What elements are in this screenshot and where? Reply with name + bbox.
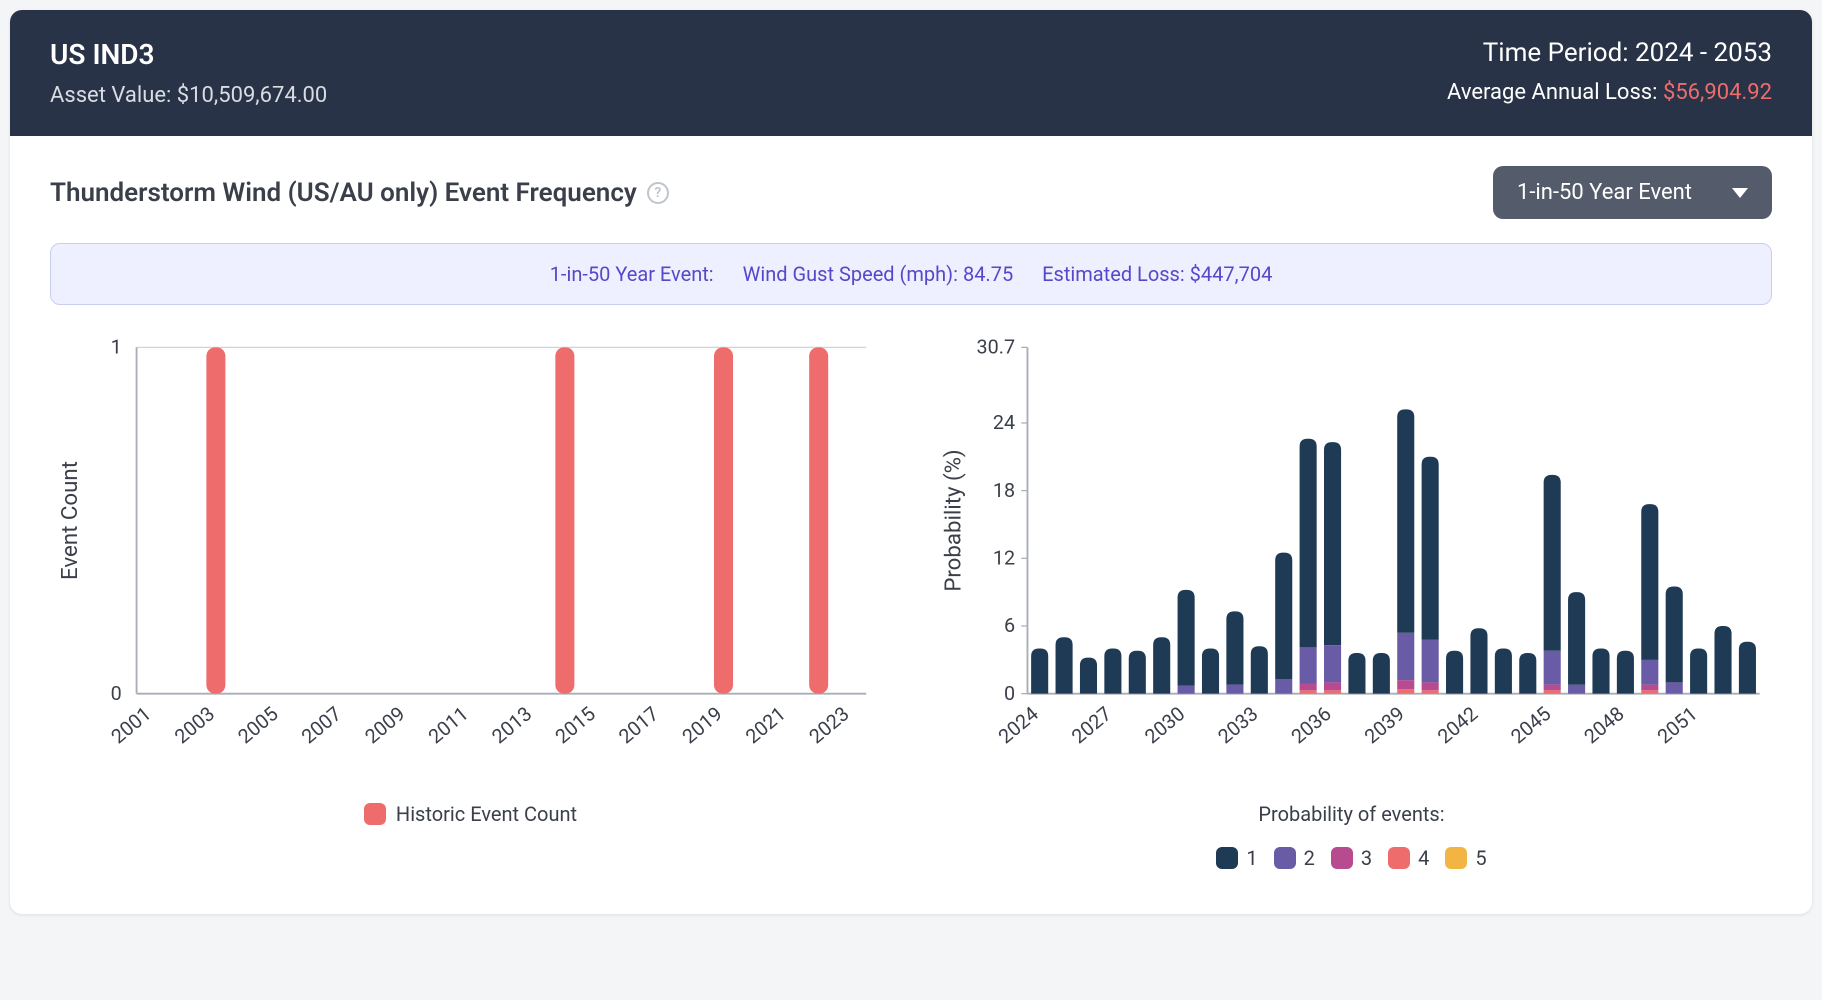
svg-text:2033: 2033 xyxy=(1214,702,1263,748)
legend-swatch xyxy=(1331,847,1353,869)
svg-text:2045: 2045 xyxy=(1507,702,1556,748)
probability-legend-title: Probability of events: xyxy=(931,802,1772,826)
asset-value: Asset Value: $10,509,674.00 xyxy=(50,83,327,108)
info-wind-label: Wind Gust Speed (mph): 84.75 xyxy=(743,262,1014,286)
svg-text:Event Count: Event Count xyxy=(57,461,83,580)
info-event-label: 1-in-50 Year Event: xyxy=(550,262,714,286)
probability-chart: 0 6 12 18 24 30.7 2024 2027 2030 2033 2036 2039 2042… xyxy=(931,335,1772,780)
svg-text:30.7: 30.7 xyxy=(977,336,1016,359)
svg-text:6: 6 xyxy=(1004,614,1015,637)
svg-text:Probability (%): Probability (%) xyxy=(941,449,967,591)
svg-text:1: 1 xyxy=(111,336,122,359)
historic-legend-label: Historic Event Count xyxy=(396,802,577,826)
svg-text:2007: 2007 xyxy=(297,702,346,748)
probability-legend-item[interactable]: 3 xyxy=(1331,846,1372,870)
probability-legend-item[interactable]: 1 xyxy=(1216,846,1257,870)
svg-text:2036: 2036 xyxy=(1287,702,1336,748)
info-loss-label: Estimated Loss: $447,704 xyxy=(1042,262,1272,286)
probability-legend-item[interactable]: 4 xyxy=(1388,846,1429,870)
info-banner: 1-in-50 Year Event: Wind Gust Speed (mph… xyxy=(50,243,1772,305)
svg-text:0: 0 xyxy=(1004,682,1015,705)
svg-text:2017: 2017 xyxy=(614,702,663,748)
svg-text:2013: 2013 xyxy=(488,702,537,748)
dropdown-selected: 1-in-50 Year Event xyxy=(1517,180,1692,205)
probability-legend-item[interactable]: 5 xyxy=(1445,846,1486,870)
legend-label: 2 xyxy=(1304,846,1315,870)
svg-text:18: 18 xyxy=(993,479,1015,502)
legend-swatch xyxy=(1216,847,1238,869)
svg-text:2005: 2005 xyxy=(234,702,283,748)
legend-swatch xyxy=(1445,847,1467,869)
chart-title: Thunderstorm Wind (US/AU only) Event Fre… xyxy=(50,178,637,208)
legend-label: 1 xyxy=(1246,846,1257,870)
chevron-down-icon xyxy=(1732,188,1748,198)
aal-label: Average Annual Loss: xyxy=(1447,80,1663,105)
probability-legend-items: 1 2 3 4 5 xyxy=(1208,846,1494,874)
content: Thunderstorm Wind (US/AU only) Event Fre… xyxy=(10,136,1812,914)
legend-swatch xyxy=(1274,847,1296,869)
header-left: US IND3 Asset Value: $10,509,674.00 xyxy=(50,38,327,108)
svg-text:12: 12 xyxy=(993,546,1015,569)
event-dropdown[interactable]: 1-in-50 Year Event xyxy=(1493,166,1772,219)
svg-text:2042: 2042 xyxy=(1433,702,1482,748)
probability-chart-panel: 0612182430.72024202720302033203620392042… xyxy=(931,335,1772,874)
aal-value: $56,904.92 xyxy=(1663,80,1772,105)
header: US IND3 Asset Value: $10,509,674.00 Time… xyxy=(10,10,1812,136)
svg-text:2003: 2003 xyxy=(170,702,219,748)
probability-legend-item[interactable]: 2 xyxy=(1274,846,1315,870)
chart-title-row: Thunderstorm Wind (US/AU only) Event Fre… xyxy=(50,178,669,208)
probability-legend: Probability of events: 1 2 3 4 5 xyxy=(931,802,1772,874)
svg-text:2048: 2048 xyxy=(1580,702,1629,748)
historic-chart: 0 1 2001 2003 2005 2007 2009 2011 2013 2015 2017 20… xyxy=(50,335,891,780)
svg-text:2039: 2039 xyxy=(1360,702,1409,748)
time-period: Time Period: 2024 - 2053 xyxy=(1447,38,1772,68)
historic-chart-panel: 0 1 2001 2003 2005 2007 2009 2011 2013 2015 2017 20… xyxy=(50,335,891,874)
dashboard-container: US IND3 Asset Value: $10,509,674.00 Time… xyxy=(10,10,1812,914)
title-row: Thunderstorm Wind (US/AU only) Event Fre… xyxy=(50,166,1772,219)
svg-text:24: 24 xyxy=(993,411,1015,434)
svg-text:0: 0 xyxy=(111,682,122,705)
charts-row: 0120012003200520072009201120132015201720… xyxy=(50,335,1772,874)
legend-label: 4 xyxy=(1418,846,1429,870)
svg-text:2021: 2021 xyxy=(741,702,790,748)
svg-text:2051: 2051 xyxy=(1653,702,1702,748)
legend-label: 5 xyxy=(1475,846,1486,870)
aal-row: Average Annual Loss: $56,904.92 xyxy=(1447,80,1772,105)
svg-text:2015: 2015 xyxy=(551,702,600,748)
legend-label: 3 xyxy=(1361,846,1372,870)
legend-swatch xyxy=(1388,847,1410,869)
header-right: Time Period: 2024 - 2053 Average Annual … xyxy=(1447,38,1772,108)
asset-id: US IND3 xyxy=(50,38,327,71)
svg-text:2011: 2011 xyxy=(424,702,473,748)
svg-text:2023: 2023 xyxy=(805,702,854,748)
svg-text:2019: 2019 xyxy=(678,702,727,748)
historic-legend: Historic Event Count xyxy=(50,802,891,826)
svg-text:2009: 2009 xyxy=(361,702,410,748)
help-icon[interactable]: ? xyxy=(647,182,669,204)
svg-text:2030: 2030 xyxy=(1140,702,1189,748)
svg-text:2027: 2027 xyxy=(1067,702,1116,748)
svg-text:2001: 2001 xyxy=(107,702,156,748)
svg-text:2024: 2024 xyxy=(994,702,1043,748)
historic-legend-swatch xyxy=(364,803,386,825)
